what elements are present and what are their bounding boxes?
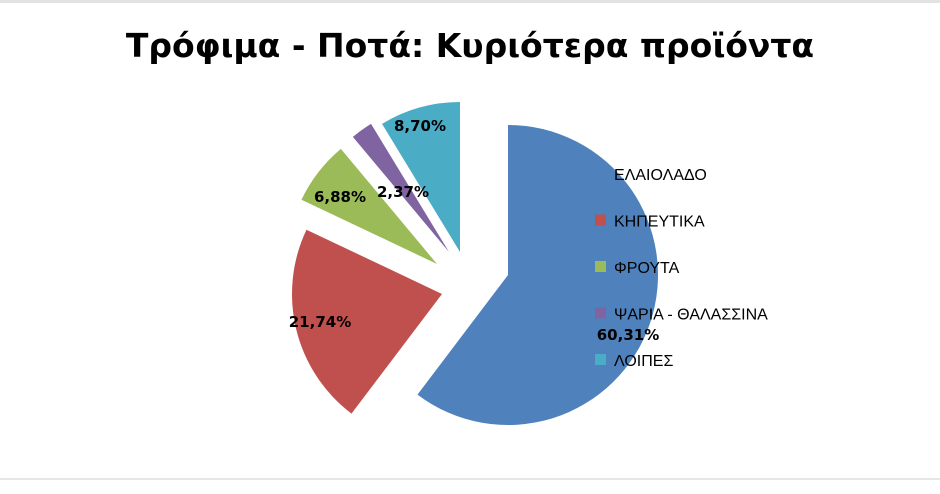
legend-label-3: ΦΡΟΥΤΑ: [614, 260, 680, 277]
pie-slice-1: [417, 125, 658, 426]
legend-label-1: ΕΛΑΙΟΛΑΔΟ: [614, 167, 707, 184]
legend: ΕΛΑΙΟΛΑΔΟ ΚΗΠΕΥΤΙΚΑ ΦΡΟΥΤΑ ΨΑΡΙΑ - ΘΑΛΑΣΣΙΝ…: [595, 167, 768, 370]
data-labels: 60,31% 21,74% 6,88% 2,37% 8,70%: [289, 117, 659, 344]
data-label-3: 6,88%: [314, 188, 366, 206]
bottom-rule: [0, 478, 940, 480]
legend-label-2: ΚΗΠΕΥΤΙΚΑ: [614, 214, 705, 231]
data-label-1: 60,31%: [597, 326, 659, 344]
legend-swatch-5: [595, 354, 606, 365]
data-label-2: 21,74%: [289, 313, 351, 331]
pie-slice-2: [292, 229, 442, 414]
pie-slices: [292, 102, 658, 426]
legend-swatch-4: [595, 307, 606, 319]
top-rule: [0, 0, 940, 3]
data-label-5: 8,70%: [394, 117, 446, 135]
pie-slice-3: [301, 148, 437, 264]
pie-slice-5: [382, 102, 460, 252]
chart-title: Τρόφιμα - Ποτά: Κυριότερα προϊόντα: [125, 26, 815, 65]
legend-label-5: ΛΟΙΠΕΣ: [614, 353, 673, 370]
legend-swatch-3: [595, 261, 606, 272]
legend-label-4: ΨΑΡΙΑ - ΘΑΛΑΣΣΙΝΑ: [614, 307, 768, 324]
data-label-4: 2,37%: [377, 183, 429, 201]
legend-swatch-1: [595, 168, 606, 179]
legend-swatch-2: [595, 214, 606, 226]
pie-slice-4: [352, 123, 449, 252]
